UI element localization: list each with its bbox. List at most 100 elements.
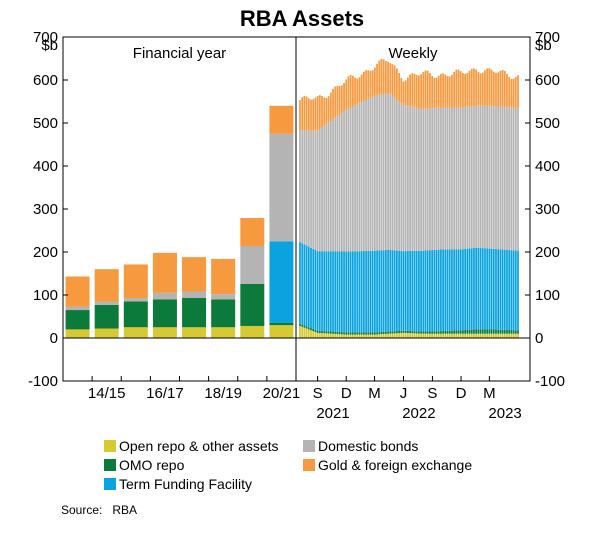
bar-week-45-gold bbox=[398, 72, 400, 102]
bar-week-94-bonds bbox=[506, 107, 508, 250]
bar-week-38-bonds bbox=[382, 93, 385, 251]
bar-week-56-bonds bbox=[422, 108, 425, 251]
bar-week-52-bonds bbox=[413, 107, 416, 251]
bar-week-12-omo bbox=[325, 331, 328, 334]
bar-fy-20-21-bonds bbox=[269, 133, 294, 242]
bar-week-60-gold bbox=[431, 76, 434, 109]
bar-fy-19-20-bonds bbox=[240, 245, 265, 284]
bar-week-59-open_repo bbox=[429, 333, 431, 338]
bar-week-92-gold bbox=[501, 70, 504, 107]
bar-week-73-tff bbox=[459, 249, 462, 331]
bar-fy-14-15-bonds bbox=[94, 301, 119, 305]
bar-week-16-omo bbox=[334, 331, 337, 334]
bar-week-76-bonds bbox=[466, 106, 469, 249]
bar-week-76-tff bbox=[466, 248, 469, 330]
bar-week-7-open_repo bbox=[314, 331, 317, 338]
bar-week-50-omo bbox=[409, 330, 411, 334]
ytick-label-left-200: 200 bbox=[33, 244, 58, 261]
bar-week-2-open_repo bbox=[303, 327, 306, 338]
bar-week-87-tff bbox=[490, 248, 493, 330]
bar-week-85-gold bbox=[486, 68, 489, 106]
bar-week-71-open_repo bbox=[455, 333, 458, 338]
bar-week-42-tff bbox=[391, 250, 394, 332]
bar-week-14-omo bbox=[329, 331, 332, 334]
bar-week-77-open_repo bbox=[468, 333, 471, 338]
bar-week-36-gold bbox=[378, 60, 381, 95]
bar-week-76-gold bbox=[466, 72, 469, 107]
bar-week-89-gold bbox=[495, 72, 497, 107]
bar-fy-15-16-open_repo bbox=[123, 327, 148, 338]
bar-week-39-tff bbox=[384, 250, 387, 332]
bar-week-49-omo bbox=[407, 330, 409, 334]
bar-week-29-bonds bbox=[362, 101, 365, 252]
bar-week-86-tff bbox=[488, 248, 491, 330]
bar-week-66-gold bbox=[444, 74, 447, 108]
bar-fy-13-14-gold bbox=[65, 276, 90, 307]
bar-week-90-tff bbox=[497, 249, 500, 330]
bar-week-63-open_repo bbox=[437, 333, 440, 338]
legend-swatch-gold-fx bbox=[303, 459, 315, 471]
bar-week-92-bonds bbox=[501, 106, 504, 250]
bar-week-78-tff bbox=[470, 248, 473, 330]
bar-week-31-tff bbox=[367, 250, 370, 333]
ytick-label-left-400: 400 bbox=[33, 158, 58, 175]
bar-week-2-omo bbox=[303, 325, 306, 328]
bar-week-8-gold bbox=[316, 96, 319, 131]
xtick-label-fy-20-21: 20/21 bbox=[263, 385, 301, 402]
bar-week-72-open_repo bbox=[457, 333, 460, 338]
bar-week-22-bonds bbox=[347, 108, 350, 252]
bar-week-84-bonds bbox=[484, 105, 486, 249]
bar-week-28-gold bbox=[360, 74, 363, 103]
bar-week-53-bonds bbox=[415, 107, 418, 251]
bar-week-47-tff bbox=[402, 251, 405, 331]
bar-week-11-gold bbox=[323, 97, 326, 126]
bar-week-57-bonds bbox=[424, 108, 427, 251]
bar-week-36-omo bbox=[378, 332, 381, 335]
bar-week-91-tff bbox=[499, 249, 502, 330]
bar-week-23-omo bbox=[349, 332, 352, 335]
bar-fy-17-18-open_repo bbox=[182, 327, 207, 338]
bar-week-13-gold bbox=[327, 96, 330, 123]
bar-week-8-bonds bbox=[316, 130, 319, 252]
bar-week-58-open_repo bbox=[426, 333, 429, 338]
bar-week-23-open_repo bbox=[349, 334, 352, 338]
bar-week-61-gold bbox=[433, 77, 436, 109]
bar-week-2-tff bbox=[303, 244, 306, 326]
bar-week-17-omo bbox=[336, 331, 339, 335]
bar-week-98-tff bbox=[514, 250, 517, 331]
bar-week-48-bonds bbox=[404, 105, 407, 252]
bar-week-3-gold bbox=[305, 96, 308, 131]
bar-week-51-tff bbox=[411, 250, 414, 332]
bar-week-74-omo bbox=[462, 330, 464, 334]
bar-week-49-bonds bbox=[407, 105, 409, 252]
bar-week-98-gold bbox=[514, 76, 517, 108]
bar-week-26-open_repo bbox=[356, 334, 359, 338]
bar-week-89-bonds bbox=[495, 106, 497, 250]
bar-week-95-omo bbox=[508, 329, 511, 334]
bar-week-86-omo bbox=[488, 329, 491, 334]
bar-week-32-bonds bbox=[369, 97, 372, 251]
bar-week-72-gold bbox=[457, 69, 460, 108]
bar-week-96-omo bbox=[510, 330, 513, 334]
bar-week-2-gold bbox=[303, 95, 306, 131]
bar-week-71-gold bbox=[455, 69, 458, 108]
bar-week-7-omo bbox=[314, 329, 317, 332]
xtick-label-week-3: J bbox=[400, 385, 408, 402]
bar-week-24-tff bbox=[351, 251, 354, 333]
bar-week-66-tff bbox=[444, 249, 447, 331]
bar-week-9-tff bbox=[318, 251, 321, 331]
bar-week-12-gold bbox=[325, 97, 328, 125]
bar-week-44-tff bbox=[396, 250, 398, 332]
bar-week-21-bonds bbox=[345, 109, 348, 252]
bar-week-37-bonds bbox=[380, 94, 383, 251]
bar-week-6-bonds bbox=[312, 130, 315, 249]
bar-week-30-open_repo bbox=[365, 334, 367, 338]
bar-week-28-tff bbox=[360, 251, 363, 333]
bar-week-42-omo bbox=[391, 331, 394, 334]
bar-fy-19-20-omo bbox=[240, 283, 265, 326]
legend-swatch-omo-repo bbox=[104, 459, 116, 471]
bar-fy-14-15-omo bbox=[94, 304, 119, 329]
bar-week-86-open_repo bbox=[488, 333, 491, 338]
bar-week-21-omo bbox=[345, 332, 348, 335]
bar-week-19-gold bbox=[340, 85, 343, 113]
